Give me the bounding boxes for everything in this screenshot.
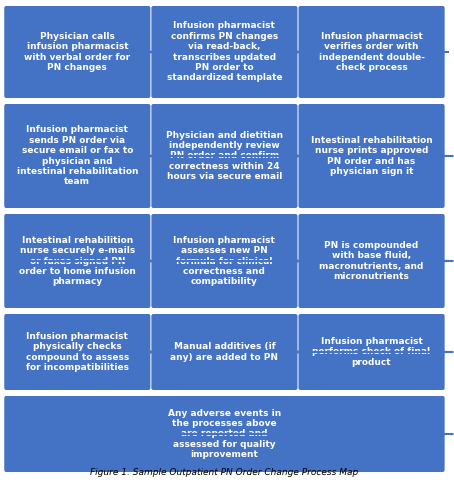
Text: Infusion pharmacist
verifies order with
independent double-
check process: Infusion pharmacist verifies order with … bbox=[319, 32, 424, 72]
FancyBboxPatch shape bbox=[151, 6, 297, 98]
Text: Intestinal rehabilition
nurse securely e-mails
or faxes signed PN
order to home : Intestinal rehabilition nurse securely e… bbox=[19, 236, 136, 286]
FancyBboxPatch shape bbox=[151, 104, 297, 208]
FancyBboxPatch shape bbox=[151, 214, 297, 308]
FancyBboxPatch shape bbox=[298, 314, 444, 390]
Text: Infusion pharmacist
sends PN order via
secure email or fax to
physician and
inte: Infusion pharmacist sends PN order via s… bbox=[16, 125, 138, 187]
FancyBboxPatch shape bbox=[298, 6, 444, 98]
Text: Any adverse events in
the processes above
are reported and
assessed for quality
: Any adverse events in the processes abov… bbox=[168, 408, 281, 459]
FancyBboxPatch shape bbox=[4, 396, 444, 472]
Text: Infusion pharmacist
confirms PN changes
via read-back,
transcribes updated
PN or: Infusion pharmacist confirms PN changes … bbox=[167, 22, 282, 83]
FancyBboxPatch shape bbox=[4, 214, 150, 308]
Text: Infusion pharmacist
performs check of final
product: Infusion pharmacist performs check of fi… bbox=[312, 337, 431, 367]
FancyBboxPatch shape bbox=[4, 314, 150, 390]
Text: Infusion pharmacist
physically checks
compound to assess
for incompatibilities: Infusion pharmacist physically checks co… bbox=[26, 332, 129, 372]
Text: Physician calls
infusion pharmacist
with verbal order for
PN changes: Physician calls infusion pharmacist with… bbox=[24, 32, 130, 72]
FancyBboxPatch shape bbox=[4, 6, 150, 98]
FancyBboxPatch shape bbox=[4, 104, 150, 208]
FancyBboxPatch shape bbox=[151, 314, 297, 390]
Text: Physician and dietitian
independently review
PN order and confirm
correctness wi: Physician and dietitian independently re… bbox=[166, 131, 283, 181]
Text: Manual additives (if
any) are added to PN: Manual additives (if any) are added to P… bbox=[170, 342, 278, 362]
FancyBboxPatch shape bbox=[298, 104, 444, 208]
Text: Infusion pharmacist
assesses new PN
formula for clinical
correctness and
compati: Infusion pharmacist assesses new PN form… bbox=[173, 236, 276, 286]
Text: Intestinal rehabilitation
nurse prints approved
PN order and has
physician sign : Intestinal rehabilitation nurse prints a… bbox=[311, 136, 432, 176]
FancyBboxPatch shape bbox=[298, 214, 444, 308]
Text: PN is compounded
with base fluid,
macronutrients, and
micronutrients: PN is compounded with base fluid, macron… bbox=[319, 241, 424, 281]
Text: Figure 1. Sample Outpatient PN Order Change Process Map: Figure 1. Sample Outpatient PN Order Cha… bbox=[90, 468, 359, 477]
